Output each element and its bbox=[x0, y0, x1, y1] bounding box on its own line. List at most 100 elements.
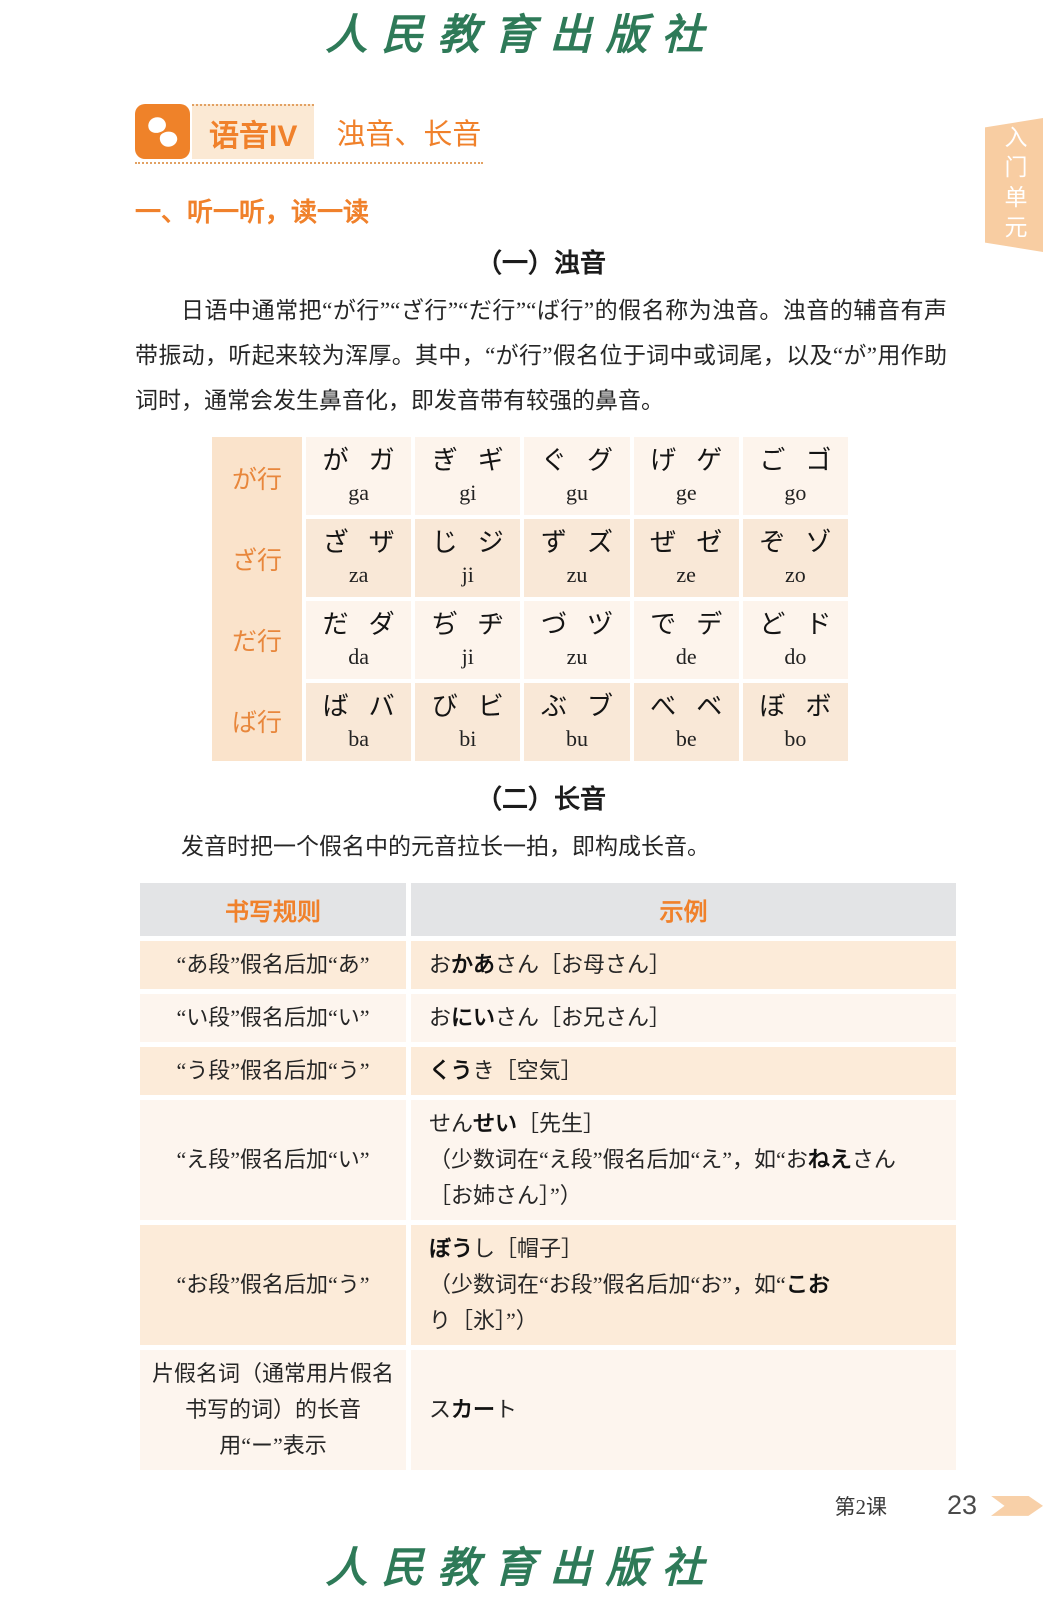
column-header-rule: 书写规则 bbox=[140, 883, 406, 937]
rule-cell: “え段”假名后加“い” bbox=[140, 1100, 406, 1221]
rule-cell: 片假名词（通常用片假名书写的词）的长音用“ー”表示 bbox=[140, 1350, 406, 1471]
rule-cell: “あ段”假名后加“あ” bbox=[140, 941, 406, 990]
kana-pair: びビ bbox=[431, 692, 504, 722]
kana-pair: ぞゾ bbox=[759, 528, 832, 558]
kana-pair: ぜゼ bbox=[650, 528, 723, 558]
example-cell: おかあさん［お母さん］ bbox=[411, 941, 956, 990]
footer-lesson-label: 第2课 bbox=[834, 1494, 887, 1519]
kana-row-label: ば行 bbox=[231, 708, 282, 737]
kana-romaji: ga bbox=[348, 480, 369, 506]
kana-cell: べベ be bbox=[633, 683, 739, 762]
kana-cell: ぎギ gi bbox=[415, 437, 521, 516]
flower-fox-icon bbox=[135, 104, 190, 160]
kana-pair: げゲ bbox=[650, 446, 723, 476]
kana-cell: ずズ zu bbox=[524, 519, 630, 598]
kana-pair: がガ bbox=[322, 446, 395, 476]
kana-romaji: go bbox=[784, 480, 807, 506]
publisher-logo-bottom: 人民教育出版社 bbox=[325, 1543, 718, 1593]
kana-romaji: da bbox=[348, 644, 369, 670]
kana-row-label: ざ行 bbox=[231, 546, 282, 575]
kana-table-body: がガ ga ぎギ gi ぐグ gu げゲ ge ごゴ go ざザ za じジ ji ずズ zu ぜゼ ze ぞゾ zo… bbox=[306, 437, 848, 762]
kana-romaji: zu bbox=[566, 562, 588, 588]
kana-cell: ばバ ba bbox=[306, 683, 412, 762]
rule-cell: “お段”假名后加“う” bbox=[140, 1225, 406, 1346]
kana-cell: ごゴ go bbox=[742, 437, 848, 516]
lesson-badge: 语音IV bbox=[192, 104, 315, 160]
kana-romaji: ze bbox=[676, 562, 696, 588]
dakuon-paragraph: 日语中通常把“が行”“ざ行”“だ行”“ば行”的假名称为浊音。浊音的辅音有声带振动… bbox=[135, 298, 947, 414]
footer-page-number: 23 bbox=[946, 1490, 977, 1521]
kana-row-label: が行 bbox=[231, 465, 282, 494]
example-cell: スカート bbox=[411, 1350, 956, 1471]
kana-cell: ぶブ bu bbox=[524, 683, 630, 762]
rule-cell: “う段”假名后加“う” bbox=[140, 1047, 406, 1096]
kana-pair: でデ bbox=[650, 610, 723, 640]
listen-read-heading: 一、听一听，读一读 bbox=[135, 197, 370, 228]
kana-romaji: gu bbox=[565, 480, 588, 506]
kana-romaji: ge bbox=[675, 480, 697, 506]
page-footer: 第2课 23 bbox=[0, 1490, 1043, 1521]
kana-pair: づヅ bbox=[540, 610, 613, 640]
kana-cell: でデ de bbox=[633, 601, 739, 680]
choon-paragraph: 发音时把一个假名中的元音拉长一拍，即构成长音。 bbox=[181, 834, 710, 860]
kana-pair: ぎギ bbox=[431, 446, 504, 476]
kana-pair: ごゴ bbox=[759, 446, 832, 476]
kana-pair: ぢヂ bbox=[431, 610, 504, 640]
lesson-header: 语音IV 浊音、长音 bbox=[135, 104, 483, 165]
kana-cell: どド do bbox=[742, 601, 848, 680]
kana-pair: ずズ bbox=[540, 528, 613, 558]
kana-cell: じジ ji bbox=[415, 519, 521, 598]
example-cell: くうき［空気］ bbox=[411, 1047, 956, 1096]
example-line: （少数词在“お段”假名后加“お”，如“こおり［氷］”） bbox=[429, 1272, 830, 1334]
kana-cell: びビ bi bbox=[415, 683, 521, 762]
example-line: おにいさん［お兄さん］ bbox=[429, 1005, 672, 1031]
kana-row-label: だ行 bbox=[231, 627, 282, 656]
kana-cell: ざザ za bbox=[306, 519, 412, 598]
example-cell: おにいさん［お兄さん］ bbox=[411, 994, 956, 1043]
rule-cell: “い段”假名后加“い” bbox=[140, 994, 406, 1043]
kana-cell: ぞゾ zo bbox=[742, 519, 848, 598]
kana-pair: ぶブ bbox=[540, 692, 613, 722]
example-line: くうき［空気］ bbox=[429, 1058, 583, 1084]
kana-cell: ぜゼ ze bbox=[633, 519, 739, 598]
kana-pair: じジ bbox=[431, 528, 504, 558]
kana-romaji: ji bbox=[461, 644, 474, 670]
kana-cell: げゲ ge bbox=[633, 437, 739, 516]
kana-romaji: bi bbox=[459, 726, 477, 752]
kana-romaji: zo bbox=[785, 562, 806, 588]
kana-romaji: be bbox=[675, 726, 697, 752]
kana-table-labels: が行 ざ行 だ行 ば行 bbox=[212, 437, 302, 762]
kana-cell: がガ ga bbox=[306, 437, 412, 516]
example-line: ぼうし［帽子］ bbox=[429, 1236, 584, 1262]
sub-heading-dakuon: （一）浊音 bbox=[475, 248, 606, 279]
kana-romaji: bu bbox=[565, 726, 588, 752]
kana-pair: ぐグ bbox=[540, 446, 613, 476]
kana-cell: ぐグ gu bbox=[524, 437, 630, 516]
example-line: せんせい［先生］ bbox=[429, 1111, 606, 1137]
kana-pair: べベ bbox=[650, 692, 723, 722]
example-line: （少数词在“え段”假名后加“え”，如“おねえさん［お姉さん］”） bbox=[429, 1147, 896, 1209]
kana-romaji: gi bbox=[459, 480, 477, 506]
kana-romaji: do bbox=[784, 644, 807, 670]
kana-romaji: de bbox=[675, 644, 697, 670]
column-header-example: 示例 bbox=[411, 883, 956, 937]
kana-romaji: ba bbox=[348, 726, 369, 752]
kana-romaji: za bbox=[348, 562, 369, 588]
page-arrow-icon bbox=[991, 1495, 1043, 1516]
example-cell: ぼうし［帽子］ （少数词在“お段”假名后加“お”，如“こおり［氷］”） bbox=[411, 1225, 956, 1346]
kana-romaji: ji bbox=[461, 562, 474, 588]
kana-cell: だダ da bbox=[306, 601, 412, 680]
kana-pair: だダ bbox=[322, 610, 395, 640]
kana-cell: ぼボ bo bbox=[742, 683, 848, 762]
example-cell: せんせい［先生］ （少数词在“え段”假名后加“え”，如“おねえさん［お姉さん］”） bbox=[411, 1100, 956, 1221]
unit-side-tab: 入门单元 bbox=[985, 118, 1043, 252]
publisher-logo-top: 人民教育出版社 bbox=[325, 10, 718, 59]
kana-pair: ざザ bbox=[322, 528, 395, 558]
lesson-title: 浊音、长音 bbox=[336, 118, 482, 151]
kana-romaji: bo bbox=[784, 726, 807, 752]
kana-cell: ぢヂ ji bbox=[415, 601, 521, 680]
unit-side-tab-label: 入门单元 bbox=[1001, 125, 1027, 245]
kana-romaji: zu bbox=[566, 644, 588, 670]
kana-pair: ばバ bbox=[322, 692, 395, 722]
voiced-kana-table: が行ざ行だ行ば行 がガ ga ぎギ gi ぐグ gu げゲ ge ごゴ go ざザ za じジ ji ずズ z… bbox=[212, 437, 848, 762]
